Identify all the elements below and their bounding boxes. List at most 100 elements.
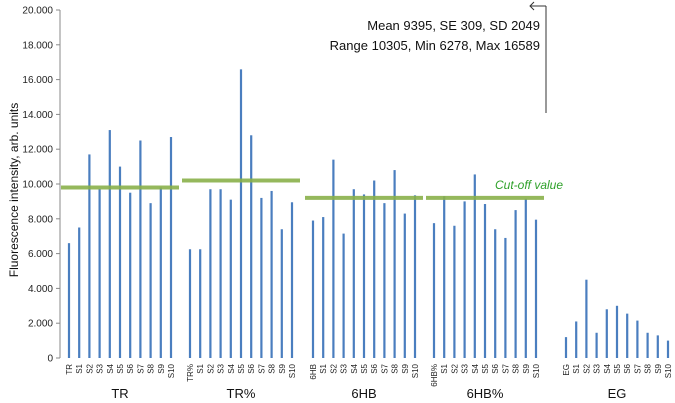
- bar: [290, 202, 294, 358]
- category-label: S3: [593, 363, 602, 373]
- bar: [250, 135, 253, 358]
- group-label: EG: [608, 386, 627, 401]
- bar: [473, 174, 476, 358]
- category-label: S10: [288, 363, 297, 378]
- bar: [239, 69, 243, 358]
- category-label: S7: [501, 363, 510, 373]
- bar: [139, 140, 142, 358]
- category-label: S6: [623, 363, 632, 373]
- category-label: S10: [167, 363, 176, 378]
- bar: [159, 187, 162, 358]
- category-label: S6: [126, 363, 135, 373]
- y-tick-label: 0: [47, 354, 53, 365]
- category-label: S1: [75, 363, 84, 373]
- category-label: S9: [401, 363, 410, 373]
- category-label: S9: [157, 363, 166, 373]
- bar: [270, 190, 273, 358]
- bar: [118, 166, 122, 358]
- bar: [260, 197, 263, 358]
- group-label: 6HB%: [467, 386, 504, 401]
- category-label: S8: [644, 363, 653, 373]
- category-label: TR%: [186, 364, 195, 382]
- category-label: S9: [654, 363, 663, 373]
- category-label: S6: [491, 363, 500, 373]
- bar: [280, 229, 283, 358]
- bar: [67, 243, 71, 358]
- bar: [322, 217, 325, 358]
- category-label: S8: [147, 363, 156, 373]
- bar: [209, 189, 212, 358]
- stats-arrow: [529, 1, 547, 113]
- y-tick-label: 4.000: [28, 284, 53, 295]
- bar: [615, 305, 619, 358]
- bar: [88, 154, 91, 358]
- bar: [352, 189, 355, 358]
- category-label: S7: [380, 363, 389, 373]
- bar: [362, 194, 366, 358]
- bar: [108, 130, 111, 358]
- category-label: S1: [319, 363, 328, 373]
- category-label: S5: [613, 363, 622, 373]
- category-label: S3: [96, 363, 105, 373]
- bar: [129, 192, 132, 358]
- category-label: S9: [278, 363, 287, 373]
- bar: [432, 223, 436, 358]
- bars: [67, 69, 670, 358]
- category-label: S4: [227, 363, 236, 373]
- category-label: S3: [340, 363, 349, 373]
- category-label: TR: [65, 364, 74, 375]
- category-label: EG: [562, 364, 571, 376]
- stats-line-1: Mean 9395, SE 309, SD 2049: [367, 18, 540, 33]
- category-label: S1: [196, 363, 205, 373]
- y-axis: 0 2.000 4.000 6.000 8.000 10.000 12.000 14.000 1…: [22, 6, 61, 365]
- y-tick-label: 20.000: [22, 6, 53, 17]
- y-tick-label: 12.000: [22, 145, 53, 156]
- category-label: S3: [217, 363, 226, 373]
- bar: [413, 195, 417, 358]
- category-label: S5: [481, 363, 490, 373]
- bar: [463, 201, 466, 358]
- category-label: S4: [106, 363, 115, 373]
- group-label: TR%: [227, 386, 256, 401]
- category-label: S10: [532, 363, 541, 378]
- bar: [78, 227, 81, 358]
- category-label: S5: [360, 363, 369, 373]
- bar: [626, 313, 629, 358]
- category-label: 6HB: [309, 364, 318, 380]
- bar: [373, 180, 376, 358]
- bar: [188, 249, 192, 358]
- category-label: S1: [572, 363, 581, 373]
- category-label: S2: [582, 363, 591, 373]
- category-label: S4: [471, 363, 480, 373]
- y-tick-label: 8.000: [28, 214, 53, 225]
- category-label: S4: [603, 363, 612, 373]
- category-label: S2: [450, 363, 459, 373]
- y-tick-label: 6.000: [28, 249, 53, 260]
- category-label: S7: [136, 363, 145, 373]
- bar: [453, 225, 456, 358]
- bar: [149, 203, 152, 358]
- y-tick-label: 14.000: [22, 110, 53, 121]
- bar: [646, 332, 649, 358]
- category-label: S10: [411, 363, 420, 378]
- bar: [575, 321, 578, 358]
- bar: [98, 189, 101, 358]
- bar: [311, 220, 315, 358]
- category-label: S2: [329, 363, 338, 373]
- bar: [403, 213, 406, 358]
- group-label: TR: [111, 386, 128, 401]
- group-label: 6HB: [351, 386, 376, 401]
- bar: [169, 137, 173, 358]
- y-axis-label: Fluorescence intensity, arb. units: [7, 103, 21, 278]
- category-label: S7: [633, 363, 642, 373]
- category-label: 6HB%: [430, 364, 439, 387]
- category-label: S3: [461, 363, 470, 373]
- category-label: S6: [370, 363, 379, 373]
- bar: [393, 170, 396, 358]
- bar: [514, 210, 517, 358]
- stats-line-2: Range 10305, Min 6278, Max 16589: [330, 38, 540, 53]
- bar: [483, 204, 487, 358]
- bar: [342, 233, 345, 358]
